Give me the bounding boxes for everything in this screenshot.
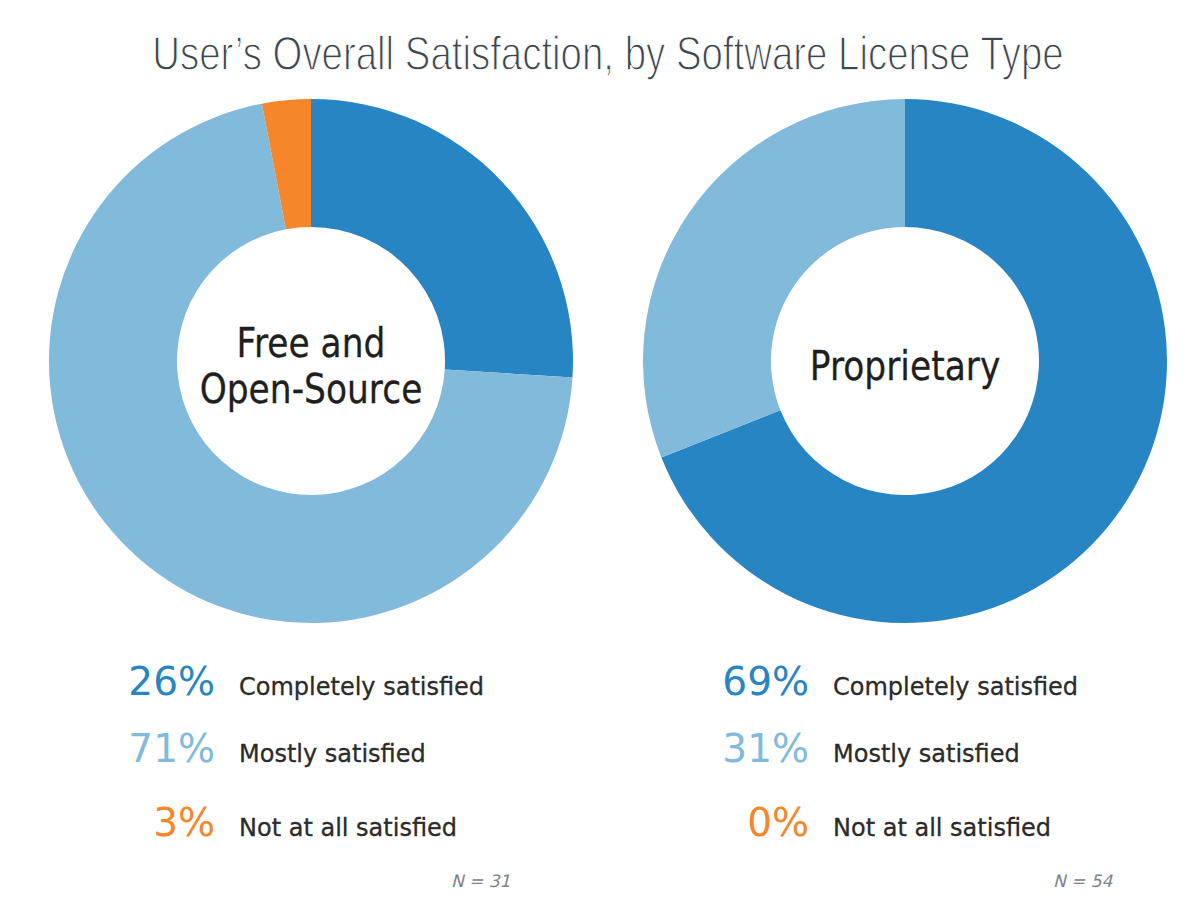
chart-title: User’s Overall Satisfaction, by Software… [128, 30, 1088, 78]
legend-value-foss-completely-satisfied: 26% [78, 662, 215, 701]
legend-value-proprietary-not-at-all-satisfied: 0% [672, 803, 809, 842]
legend-row-proprietary-mostly-satisfied: 31% Mostly satisfied [672, 729, 1020, 768]
sample-size-label-proprietary: N = 54 [1053, 873, 1112, 890]
sample-size-label-foss: N = 31 [451, 873, 510, 890]
legend-value-proprietary-mostly-satisfied: 31% [672, 729, 809, 768]
donut-center-label-line: Free and [237, 320, 386, 366]
donut-center-label-line: Open-Source [200, 366, 423, 412]
legend-row-foss-mostly-satisfied: 71% Mostly satisfied [78, 729, 426, 768]
legend-value-proprietary-completely-satisfied: 69% [672, 662, 809, 701]
legend-row-foss-completely-satisfied: 26% Completely satisfied [78, 662, 484, 701]
donut-center-label-line: Proprietary [810, 343, 1001, 389]
donut-center-label-foss: Free andOpen-Source [91, 99, 531, 623]
legend-value-foss-not-at-all-satisfied: 3% [78, 803, 215, 842]
legend-row-proprietary-completely-satisfied: 69% Completely satisfied [672, 662, 1078, 701]
legend-value-foss-mostly-satisfied: 71% [78, 729, 215, 768]
legend-row-foss-not-at-all-satisfied: 3% Not at all satisfied [78, 803, 457, 842]
legend-label-foss-not-at-all-satisfied: Not at all satisfied [239, 814, 457, 842]
donut-center-label-proprietary: Proprietary [685, 99, 1125, 623]
legend-label-foss-completely-satisfied: Completely satisfied [239, 673, 484, 701]
legend-label-proprietary-completely-satisfied: Completely satisfied [833, 673, 1078, 701]
chart-page: User’s Overall Satisfaction, by Software… [0, 0, 1200, 905]
legend-label-proprietary-mostly-satisfied: Mostly satisfied [833, 740, 1020, 768]
legend-label-proprietary-not-at-all-satisfied: Not at all satisfied [833, 814, 1051, 842]
legend-row-proprietary-not-at-all-satisfied: 0% Not at all satisfied [672, 803, 1051, 842]
legend-label-foss-mostly-satisfied: Mostly satisfied [239, 740, 426, 768]
